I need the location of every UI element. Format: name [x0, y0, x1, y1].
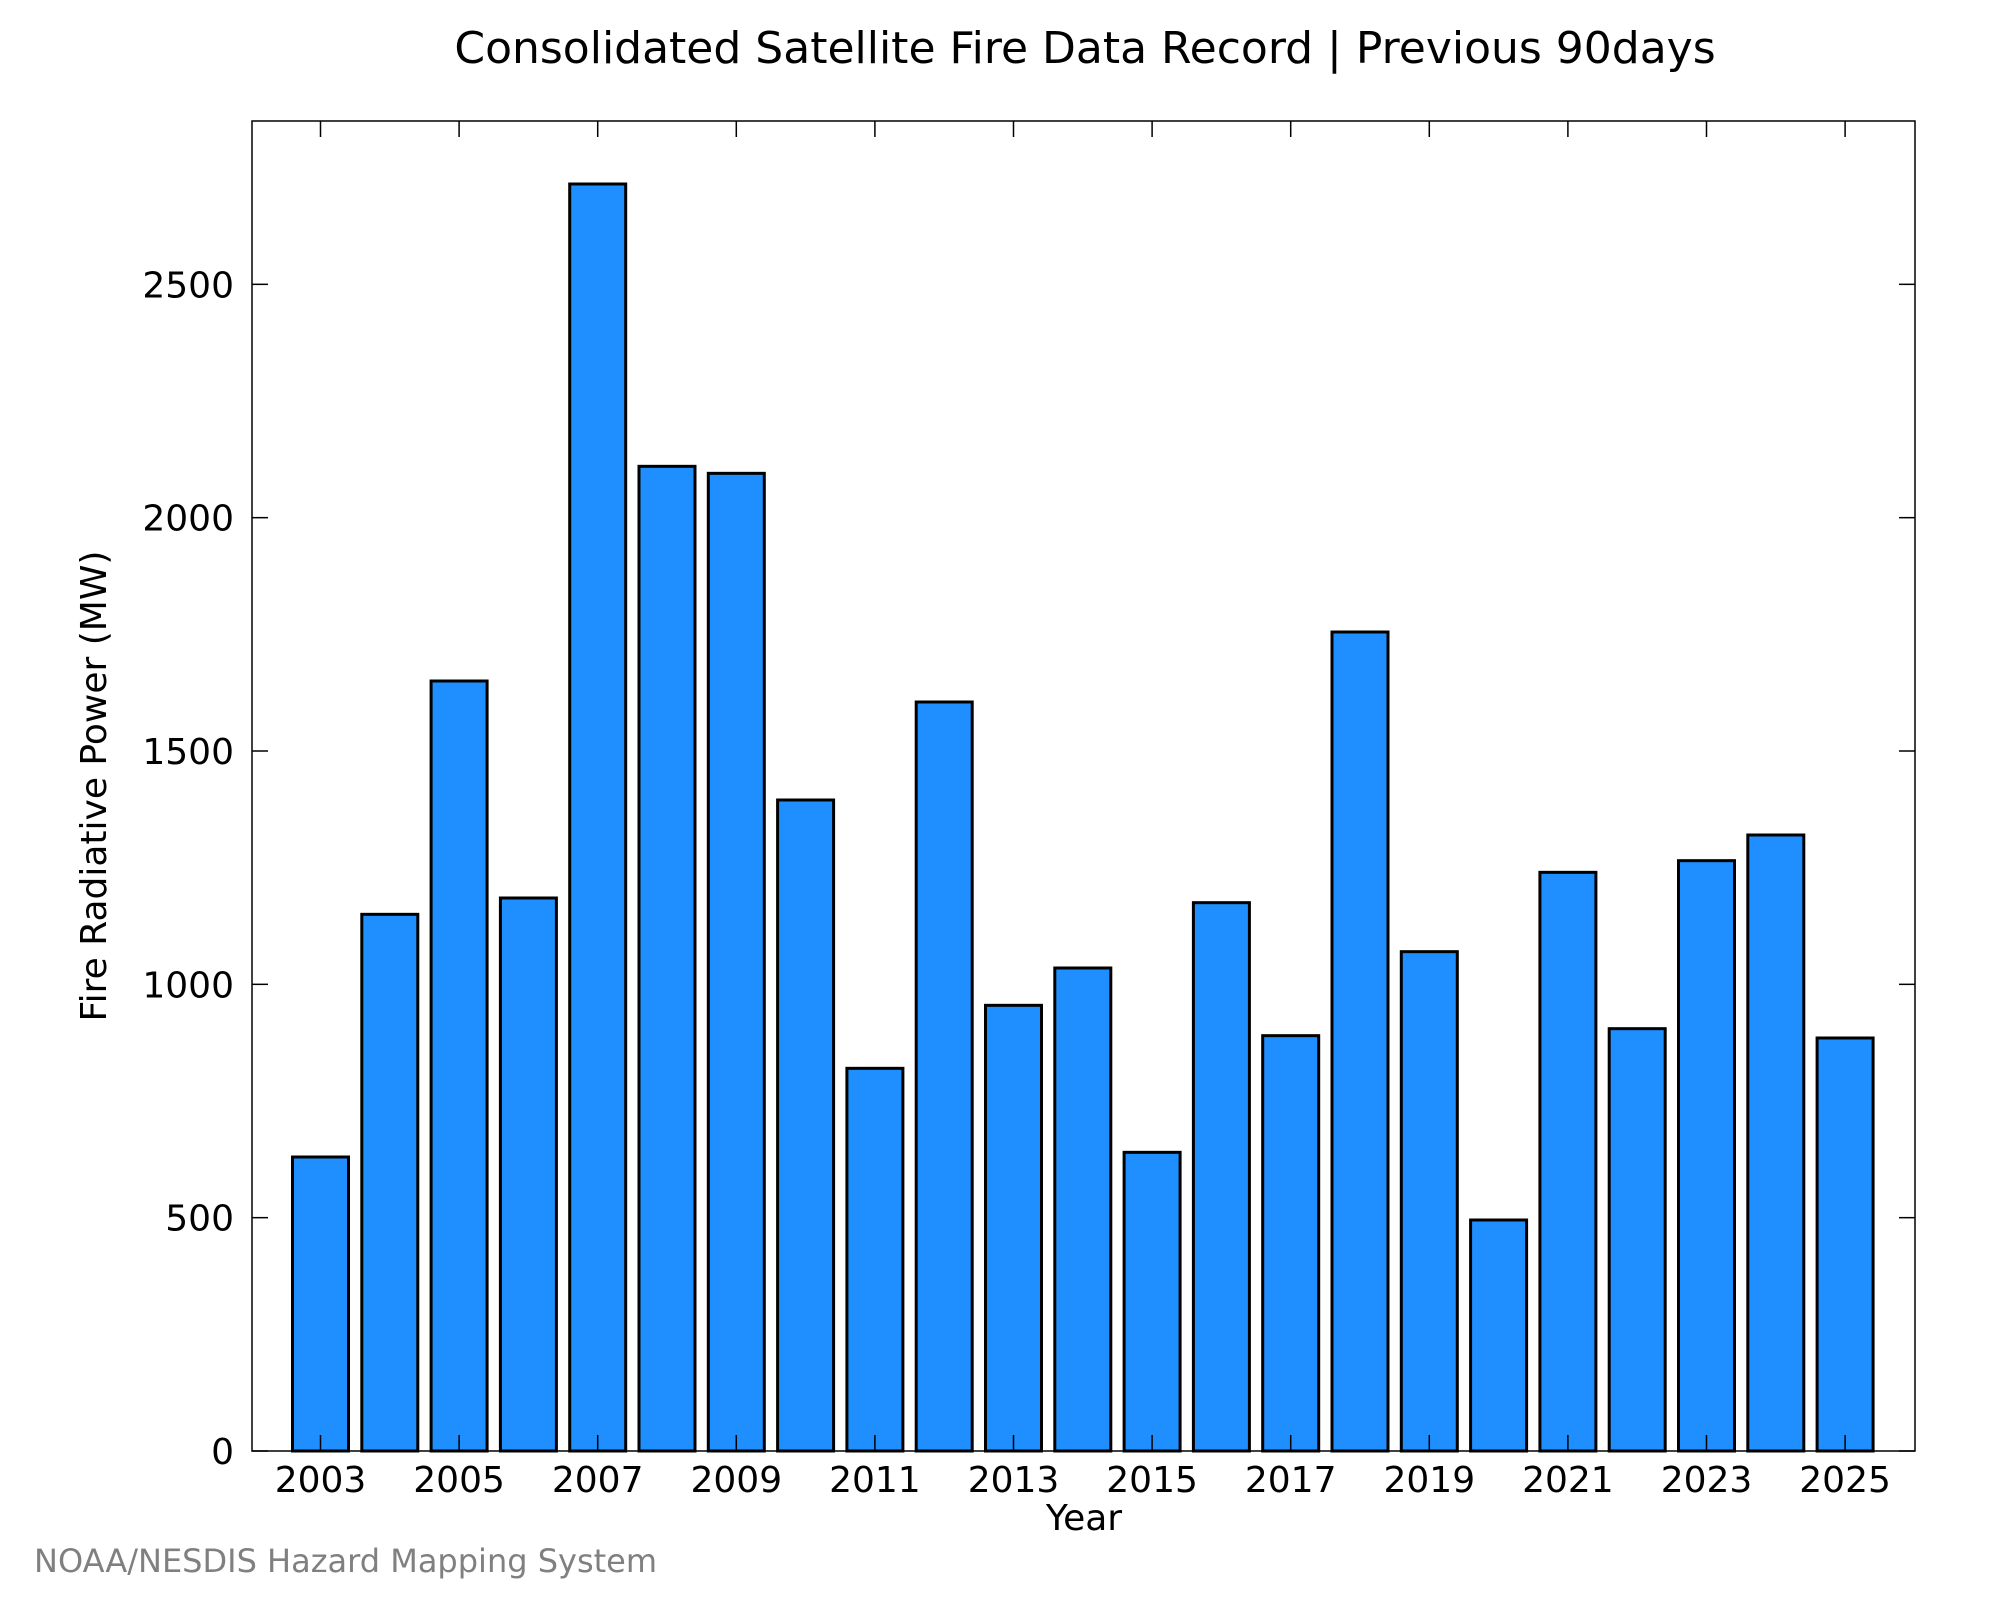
bar-group — [291, 182, 1875, 1453]
x-tick-label-2009: 2009 — [690, 1460, 782, 1501]
bar-2008 — [637, 464, 697, 1453]
x-tick-label-2017: 2017 — [1245, 1460, 1337, 1501]
bar-2014 — [1053, 966, 1113, 1453]
source-label: NOAA/NESDIS Hazard Mapping System — [34, 1542, 657, 1580]
bar-2012 — [914, 700, 974, 1453]
y-tick-label-0: 0 — [211, 1432, 234, 1473]
x-tick-label-2023: 2023 — [1661, 1460, 1753, 1501]
bar-2019 — [1399, 950, 1459, 1453]
x-tick-label-2013: 2013 — [968, 1460, 1060, 1501]
x-tick-label-2011: 2011 — [829, 1460, 921, 1501]
axis-ticks — [252, 121, 1915, 1452]
bar-2007 — [568, 182, 628, 1453]
x-axis-label: Year — [1045, 1498, 1122, 1539]
x-tick-labels: 2003 2005 2007 2009 2011 2013 2015 2017 2019 2021… — [275, 1460, 1891, 1501]
bar-2020 — [1469, 1218, 1529, 1453]
bar-2025 — [1815, 1036, 1875, 1453]
bar-2005 — [429, 679, 489, 1453]
x-tick-label-2021: 2021 — [1522, 1460, 1614, 1501]
bar-2011 — [845, 1066, 905, 1453]
y-tick-label-1000: 1000 — [142, 965, 234, 1006]
y-tick-label-500: 500 — [165, 1199, 234, 1240]
bar-2015 — [1122, 1150, 1182, 1453]
bar-2009 — [706, 471, 766, 1453]
x-tick-label-2003: 2003 — [275, 1460, 367, 1501]
y-tick-label-2000: 2000 — [142, 499, 234, 540]
bar-2013 — [984, 1003, 1043, 1453]
bar-2004 — [360, 912, 420, 1453]
bar-2023 — [1677, 859, 1736, 1453]
bar-2016 — [1191, 901, 1251, 1453]
y-tick-label-1500: 1500 — [142, 732, 234, 773]
y-tick-labels: 0 500 1000 1500 2000 2500 — [142, 265, 234, 1473]
x-tick-label-2007: 2007 — [552, 1460, 644, 1501]
bar-2017 — [1261, 1034, 1321, 1453]
bar-2010 — [776, 798, 836, 1453]
bar-2024 — [1746, 833, 1806, 1453]
bar-2021 — [1538, 870, 1598, 1453]
bar-2006 — [498, 896, 558, 1453]
x-tick-label-2025: 2025 — [1799, 1460, 1891, 1501]
chart-title: Consolidated Satellite Fire Data Record … — [454, 23, 1715, 74]
x-tick-label-2015: 2015 — [1106, 1460, 1198, 1501]
bar-2022 — [1607, 1027, 1667, 1453]
y-tick-label-2500: 2500 — [142, 265, 234, 306]
bar-2003 — [291, 1155, 350, 1453]
bar-2018 — [1330, 630, 1390, 1453]
y-axis-label: Fire Radiative Power (MW) — [74, 551, 115, 1022]
x-tick-label-2005: 2005 — [413, 1460, 505, 1501]
x-tick-label-2019: 2019 — [1383, 1460, 1475, 1501]
